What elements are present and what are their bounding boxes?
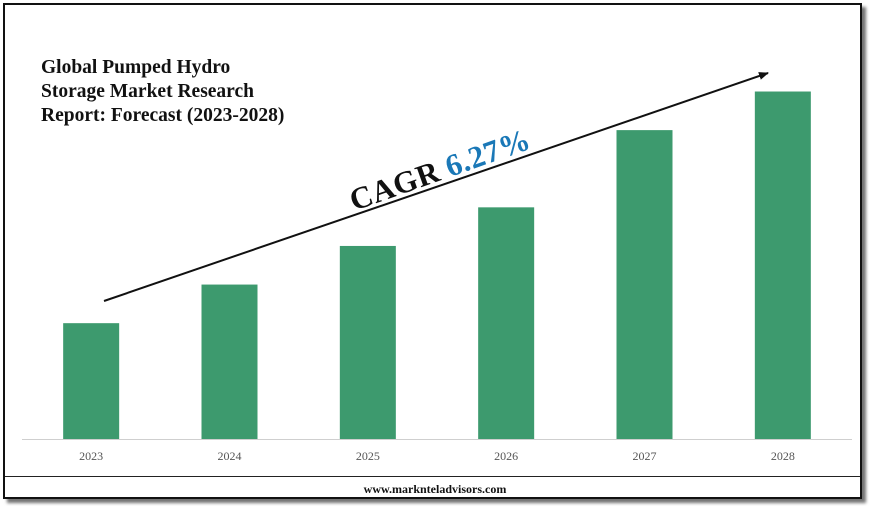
x-tick-label: 2026 <box>494 449 518 463</box>
bar-2024 <box>201 284 258 439</box>
x-tick-label: 2025 <box>356 449 380 463</box>
x-tick-label: 2028 <box>771 449 795 463</box>
growth-trend-arrow <box>103 72 769 302</box>
bar-2027 <box>616 130 673 439</box>
title-line-2: Storage Market Research <box>41 81 254 102</box>
title-line-1: Global Pumped Hydro <box>41 57 231 78</box>
footer-divider <box>5 476 860 477</box>
bar-2025 <box>339 245 396 439</box>
bar-2026 <box>478 207 535 439</box>
bar-2028 <box>754 91 811 439</box>
x-tick-label: 2027 <box>633 449 657 463</box>
chart-title: Global Pumped Hydro Storage Market Resea… <box>41 56 284 128</box>
source-url: www.marknteladvisors.com <box>363 482 507 496</box>
bar-2023 <box>63 323 120 439</box>
x-tick-label: 2023 <box>79 449 103 463</box>
x-tick-label: 2024 <box>218 449 242 463</box>
chart-frame <box>3 3 862 499</box>
title-line-3: Report: Forecast (2023-2028) <box>41 105 285 126</box>
